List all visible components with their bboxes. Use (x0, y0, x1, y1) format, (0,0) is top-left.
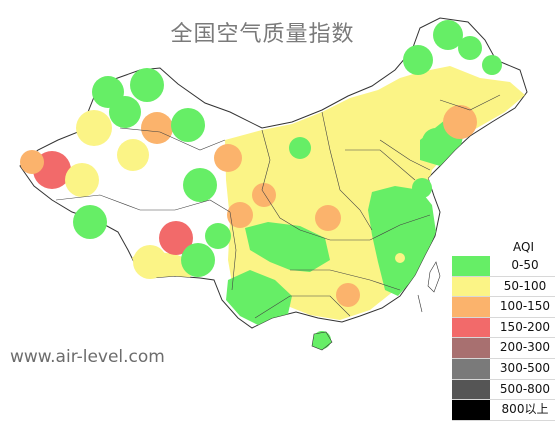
station-blob (458, 36, 482, 60)
legend-label: 200-300 (499, 340, 551, 355)
station-blob (183, 168, 217, 202)
station-blob (214, 144, 242, 172)
china-aqi-map (19, 17, 528, 351)
station-blob (443, 105, 477, 139)
station-blob (482, 55, 502, 75)
map-title: 全国空气质量指数 (170, 22, 355, 47)
legend-swatch (452, 338, 490, 358)
legend-swatch (452, 358, 490, 379)
station-blob (412, 178, 432, 198)
legend-item: 300-500 (452, 358, 555, 380)
station-blob (336, 283, 360, 307)
station-blob (227, 202, 253, 228)
province-boundary (55, 194, 231, 213)
station-blob (395, 112, 415, 132)
station-blob (403, 45, 433, 75)
legend-swatch (452, 379, 490, 400)
station-blob (171, 108, 205, 142)
south-china-sea-line (417, 294, 423, 313)
legend-item: 100-150 (452, 297, 555, 318)
legend-label: 150-200 (499, 319, 551, 334)
province-boundaries (55, 94, 501, 319)
station-blob (133, 245, 167, 279)
province-boundary (261, 129, 301, 231)
station-blob (252, 183, 276, 207)
station-blob (205, 223, 231, 249)
legend-title: AQI (513, 240, 534, 254)
province-boundary (439, 94, 501, 111)
legend-item: 800以上 (452, 400, 555, 421)
legend-swatch (452, 400, 490, 420)
legend-item: 50-100 (452, 276, 555, 298)
legend-item: 150-200 (452, 317, 555, 339)
legend-label: 50-100 (503, 278, 547, 293)
station-blob (141, 112, 173, 144)
legend-item: 200-300 (452, 338, 555, 359)
province-boundary (254, 295, 351, 319)
legend-item: 500-800 (452, 379, 555, 401)
station-blob (117, 139, 149, 171)
station-blob (65, 163, 99, 197)
legend-label: 100-150 (499, 299, 551, 314)
province-boundary (379, 139, 431, 171)
legend-swatch (452, 317, 490, 338)
legend-swatch (452, 297, 490, 317)
station-blob (20, 150, 44, 174)
province-boundary (299, 214, 431, 241)
legend-rows: 0-50 50-100 100-150 150-200 200-300 300-… (452, 256, 555, 421)
legend-item: 0-50 (452, 256, 555, 277)
province-boundary (229, 211, 237, 291)
site-watermark: www.air-level.com (10, 347, 165, 367)
station-blob (181, 243, 215, 277)
hainan-island (311, 331, 333, 351)
green-region-southwest (226, 270, 292, 326)
legend-label: 800以上 (501, 402, 549, 417)
province-boundary (119, 127, 226, 151)
station-blob (289, 137, 311, 159)
green-region-center (245, 222, 330, 272)
station-blob (433, 20, 463, 50)
legend-label: 0-50 (511, 258, 539, 272)
province-boundary (321, 111, 373, 231)
legend-label: 500-800 (499, 381, 551, 396)
legend-label: 300-500 (499, 360, 551, 375)
taiwan-island (427, 261, 441, 293)
station-blob (109, 96, 141, 128)
province-boundary (345, 149, 416, 181)
legend-swatch (452, 256, 490, 276)
aqi-station-blobs (20, 20, 502, 349)
station-blob (130, 68, 164, 102)
station-blob (76, 110, 112, 146)
legend-swatch (452, 276, 490, 297)
station-blob (315, 205, 341, 231)
province-boundary (290, 269, 401, 291)
aqi-legend: AQI 0-50 50-100 100-150 150-200 200-300 … (452, 238, 555, 421)
station-blob (73, 205, 107, 239)
station-blob (422, 128, 450, 156)
station-blob (159, 221, 193, 255)
station-blob (395, 253, 405, 263)
